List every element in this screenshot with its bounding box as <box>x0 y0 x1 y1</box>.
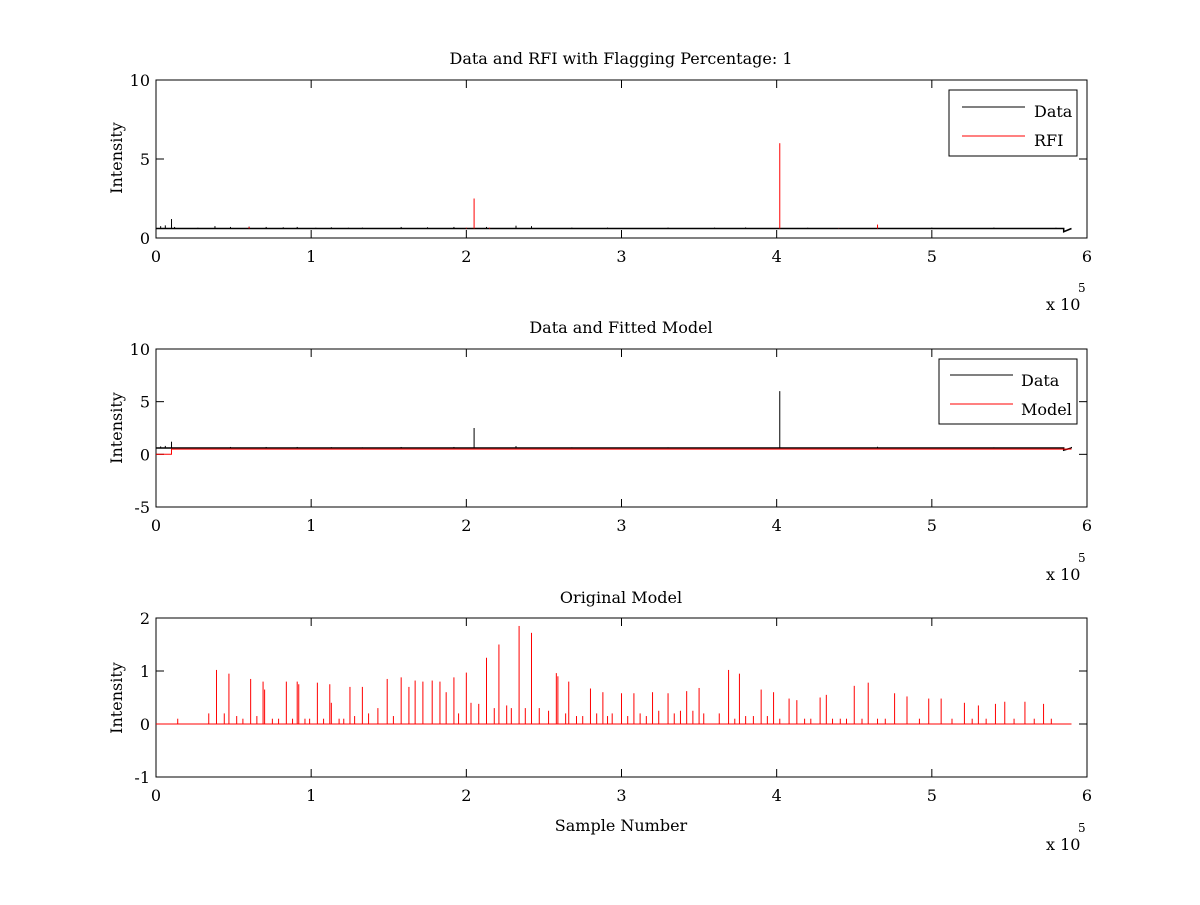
legend-label-model: Model <box>1021 400 1072 419</box>
x-tick-label: 6 <box>1082 247 1092 266</box>
subplot-title: Data and RFI with Flagging Percentage: 1 <box>449 49 792 68</box>
x-tick-label: 3 <box>616 516 626 535</box>
y-tick-label: 0 <box>140 229 150 248</box>
y-tick-label: 10 <box>130 71 150 90</box>
x-tick-label: 0 <box>151 247 161 266</box>
x-tick-label: 2 <box>461 786 471 805</box>
y-tick-label: 10 <box>130 340 150 359</box>
legend: Data RFI <box>948 89 1078 157</box>
model-series-line <box>156 448 1072 455</box>
legend-label-data: Data <box>1021 371 1060 390</box>
legend: Data Model <box>938 358 1078 425</box>
x-tick-label: 5 <box>927 516 937 535</box>
subplot-title: Data and Fitted Model <box>529 318 712 337</box>
x-axis-label: Sample Number <box>555 816 688 835</box>
x-tick-label: 4 <box>772 516 782 535</box>
y-axis-label: Intensity <box>107 122 126 194</box>
legend-label-data: Data <box>1034 102 1073 121</box>
subplot-fitted-model: Data and Fitted Model Intensity x 10 5 0… <box>107 318 1092 584</box>
x-multiplier-exponent: 5 <box>1078 281 1086 295</box>
x-tick-label: 3 <box>616 247 626 266</box>
y-axis-label: Intensity <box>107 392 126 464</box>
x-multiplier-exponent: 5 <box>1078 551 1086 565</box>
y-tick-label: 0 <box>140 445 150 464</box>
x-multiplier-exponent: 5 <box>1078 821 1086 835</box>
x-tick-label: 1 <box>306 516 316 535</box>
x-multiplier: x 10 <box>1046 565 1080 584</box>
y-tick-label: 5 <box>140 393 150 412</box>
x-tick-label: 5 <box>927 786 937 805</box>
y-axis-label: Intensity <box>107 662 126 734</box>
x-tick-label: 6 <box>1082 516 1092 535</box>
x-tick-label: 2 <box>461 516 471 535</box>
x-tick-label: 0 <box>151 786 161 805</box>
y-tick-label: 2 <box>140 609 150 628</box>
x-tick-label: 2 <box>461 247 471 266</box>
subplot-rfi: Data and RFI with Flagging Percentage: 1… <box>107 49 1092 314</box>
subplot-title: Original Model <box>560 588 682 607</box>
legend-box <box>948 89 1078 157</box>
x-tick-label: 1 <box>306 247 316 266</box>
x-tick-label: 0 <box>151 516 161 535</box>
y-tick-label: 0 <box>140 715 150 734</box>
data-series-baseline <box>156 227 1072 233</box>
legend-label-rfi: RFI <box>1034 131 1063 150</box>
y-tick-label: -1 <box>134 768 150 787</box>
x-tick-label: 5 <box>927 247 937 266</box>
x-tick-label: 1 <box>306 786 316 805</box>
y-tick-label: 5 <box>140 150 150 169</box>
x-tick-label: 4 <box>772 786 782 805</box>
x-multiplier: x 10 <box>1046 295 1080 314</box>
y-tick-label: 1 <box>140 662 150 681</box>
x-tick-label: 4 <box>772 247 782 266</box>
legend-box <box>938 358 1078 425</box>
plot-area: 0 1 2 3 4 5 6 0 5 10 <box>130 71 1092 266</box>
subplot-original-model: Original Model Intensity Sample Number x… <box>107 588 1092 854</box>
x-multiplier: x 10 <box>1046 835 1080 854</box>
y-tick-label: -5 <box>134 498 150 517</box>
x-tick-label: 3 <box>616 786 626 805</box>
x-tick-label: 6 <box>1082 786 1092 805</box>
